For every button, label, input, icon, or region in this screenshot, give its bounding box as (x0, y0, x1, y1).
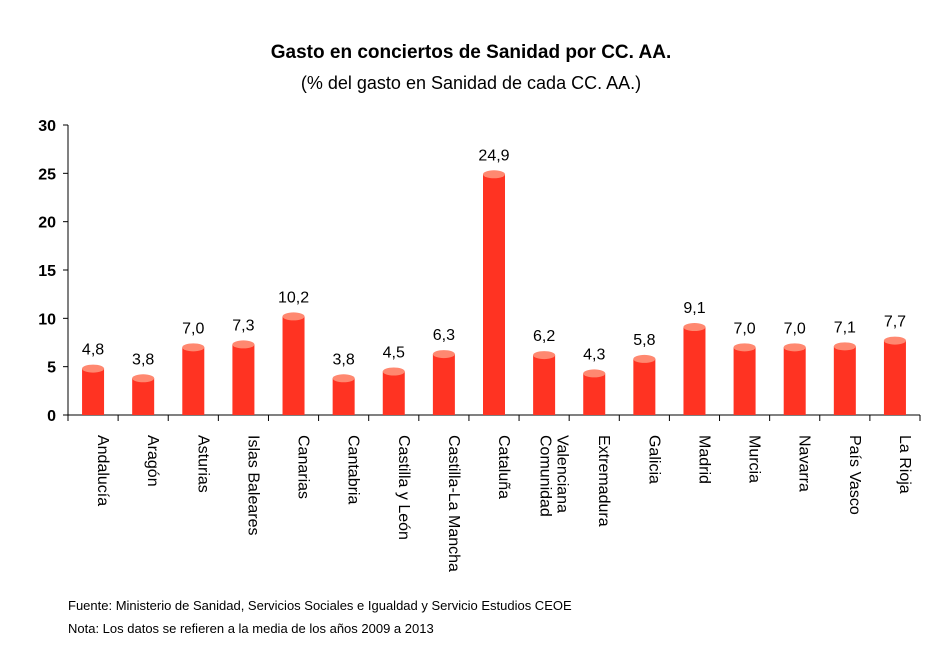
y-tick-label: 25 (38, 166, 56, 183)
bar (833, 346, 856, 415)
bar (232, 344, 255, 415)
data-label: 4,3 (583, 346, 605, 363)
y-tick-label: 10 (38, 311, 56, 328)
bar-top (533, 351, 556, 360)
x-tick-label: País Vasco (846, 435, 863, 515)
bar (432, 354, 455, 415)
y-tick-label: 20 (38, 215, 56, 232)
x-tick-label: Cataluña (495, 435, 512, 499)
y-tick-label: 5 (47, 360, 56, 377)
bar (82, 368, 105, 415)
data-label: 6,3 (433, 327, 455, 344)
data-label: 7,3 (232, 317, 254, 334)
x-tick-label: Canarias (295, 435, 312, 499)
data-label: 7,0 (784, 320, 806, 337)
bar-top (132, 374, 155, 383)
x-tick-label: Galicia (645, 435, 662, 484)
bar-top (633, 354, 656, 363)
x-tick-label: Cantabria (345, 435, 362, 504)
bar (633, 358, 656, 415)
bar (332, 378, 355, 415)
bar (583, 373, 606, 415)
data-label: 10,2 (278, 289, 309, 306)
bar-top (82, 364, 105, 373)
bar (533, 355, 556, 415)
bar-top (182, 343, 205, 352)
x-tick-label: Madrid (695, 435, 712, 484)
data-note: Nota: Los datos se refieren a la media d… (68, 621, 434, 636)
bar (883, 340, 906, 415)
y-tick-label: 0 (47, 408, 56, 425)
data-label: 7,7 (884, 314, 906, 331)
bar (483, 174, 505, 415)
bar-top (683, 323, 706, 332)
data-label: 7,0 (182, 320, 204, 337)
chart-subtitle: (% del gasto en Sanidad de cada CC. AA.) (300, 73, 642, 93)
bar-top (883, 336, 906, 345)
y-tick-label: 30 (38, 118, 56, 135)
bar-top (583, 369, 606, 378)
y-tick-label: 15 (38, 263, 56, 280)
bar-top (483, 170, 505, 179)
bar-top (382, 367, 405, 376)
x-tick-label: Extremadura (595, 435, 612, 527)
bar (382, 371, 405, 415)
x-tick-label: Asturias (194, 435, 211, 493)
bar (683, 327, 706, 415)
x-tick-label: Comunidad (537, 435, 554, 517)
x-tick-label: La Rioja (896, 435, 913, 494)
x-tick-label: Andalucía (94, 435, 111, 506)
data-label: 7,1 (834, 319, 856, 336)
data-label: 7,0 (733, 320, 755, 337)
data-label: 4,8 (82, 342, 104, 359)
x-tick-label: Aragón (144, 435, 161, 487)
bar (733, 347, 756, 415)
data-label: 4,5 (383, 345, 405, 362)
bar (182, 347, 205, 415)
source-note: Fuente: Ministerio de Sanidad, Servicios… (68, 598, 572, 613)
x-tick-label: Valenciana (554, 435, 571, 513)
bar (132, 378, 155, 415)
data-label: 9,1 (683, 300, 705, 317)
data-label: 3,8 (132, 351, 154, 368)
data-label: 5,8 (633, 332, 655, 349)
bar (282, 316, 305, 415)
bar (783, 347, 806, 415)
x-tick-label: Castilla-La Mancha (445, 435, 462, 572)
bar-top (733, 343, 756, 352)
data-label: 3,8 (333, 351, 355, 368)
x-tick-label: Islas Baleares (244, 435, 261, 536)
bar-top (432, 350, 455, 359)
x-tick-label: Murcia (746, 435, 763, 483)
data-label: 6,2 (533, 328, 555, 345)
data-label: 24,9 (478, 147, 509, 164)
bar-top (783, 343, 806, 352)
bar-top (232, 340, 255, 349)
x-tick-label: Castilla y León (395, 435, 412, 540)
bar-top (282, 312, 305, 321)
bar-top (332, 374, 355, 383)
x-tick-label: Navarra (796, 435, 813, 492)
bar-top (833, 342, 856, 351)
chart-title: Gasto en conciertos de Sanidad por CC. A… (270, 42, 672, 63)
